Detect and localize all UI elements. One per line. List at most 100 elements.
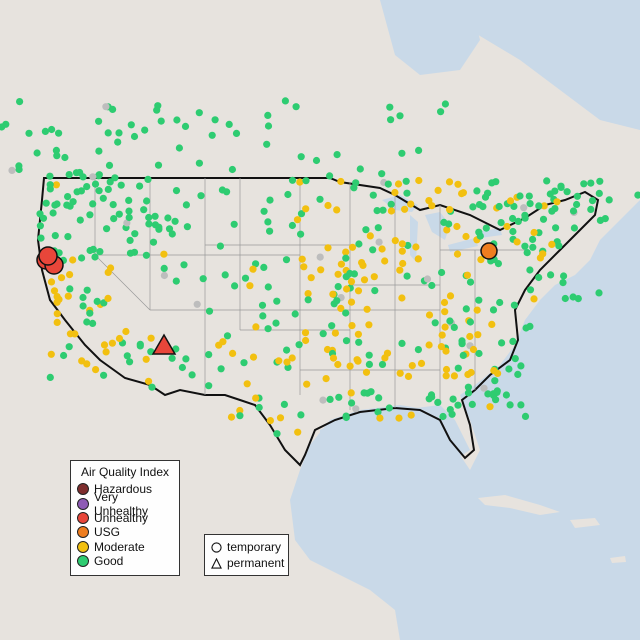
monitor-marker[interactable]	[322, 375, 330, 383]
monitor-marker[interactable]	[89, 200, 97, 208]
monitor-marker[interactable]	[342, 337, 351, 345]
monitor-marker[interactable]	[360, 276, 369, 284]
monitor-marker[interactable]	[521, 211, 529, 219]
monitor-marker[interactable]	[275, 357, 283, 365]
monitor-marker[interactable]	[181, 122, 190, 130]
monitor-marker[interactable]	[172, 187, 181, 195]
monitor-marker[interactable]	[0, 123, 6, 131]
monitor-marker[interactable]	[73, 188, 81, 196]
monitor-marker[interactable]	[425, 341, 433, 349]
monitor-marker[interactable]	[384, 180, 392, 188]
monitor-marker[interactable]	[108, 339, 116, 347]
monitor-marker[interactable]	[385, 404, 393, 412]
monitor-marker[interactable]	[481, 193, 490, 201]
monitor-marker[interactable]	[223, 332, 232, 340]
monitor-marker[interactable]	[425, 197, 433, 205]
monitor-marker[interactable]	[464, 383, 472, 391]
monitor-marker[interactable]	[219, 338, 227, 346]
monitor-marker[interactable]	[595, 289, 603, 297]
monitor-marker[interactable]	[208, 131, 216, 139]
monitor-marker[interactable]	[76, 168, 84, 177]
monitor-marker[interactable]	[64, 193, 72, 201]
monitor-marker[interactable]	[300, 263, 308, 271]
monitor-marker[interactable]	[50, 287, 59, 295]
monitor-marker[interactable]	[92, 366, 100, 374]
monitor-marker[interactable]	[115, 129, 123, 137]
monitor-marker[interactable]	[347, 298, 356, 306]
monitor-marker[interactable]	[273, 297, 281, 305]
monitor-marker[interactable]	[454, 364, 462, 372]
monitor-marker[interactable]	[509, 337, 517, 345]
monitor-marker[interactable]	[168, 230, 176, 238]
monitor-marker[interactable]	[354, 330, 362, 338]
monitor-marker[interactable]	[60, 351, 68, 360]
monitor-marker[interactable]	[517, 401, 525, 409]
monitor-marker[interactable]	[370, 273, 378, 281]
monitor-marker[interactable]	[193, 300, 201, 308]
monitor-marker[interactable]	[164, 214, 172, 222]
monitor-marker[interactable]	[337, 260, 345, 268]
unhealthy-permanent-monitor[interactable]	[151, 333, 177, 355]
monitor-marker[interactable]	[437, 108, 445, 116]
monitor-marker[interactable]	[324, 244, 332, 252]
monitor-marker[interactable]	[298, 255, 306, 263]
monitor-marker[interactable]	[296, 178, 304, 186]
monitor-marker[interactable]	[526, 266, 534, 274]
monitor-marker[interactable]	[78, 357, 86, 365]
monitor-marker[interactable]	[509, 227, 517, 236]
monitor-marker[interactable]	[508, 214, 517, 223]
monitor-marker[interactable]	[312, 156, 321, 165]
monitor-marker[interactable]	[587, 179, 595, 187]
monitor-marker[interactable]	[188, 371, 196, 379]
monitor-marker[interactable]	[173, 116, 181, 124]
monitor-marker[interactable]	[107, 264, 115, 272]
monitor-marker[interactable]	[453, 250, 462, 258]
monitor-marker[interactable]	[122, 327, 130, 336]
monitor-marker[interactable]	[473, 187, 481, 195]
monitor-marker[interactable]	[123, 219, 131, 227]
monitor-marker[interactable]	[529, 235, 537, 243]
monitor-marker[interactable]	[428, 281, 436, 290]
monitor-marker[interactable]	[442, 347, 450, 355]
monitor-marker[interactable]	[355, 240, 363, 248]
monitor-marker[interactable]	[484, 390, 492, 398]
monitor-marker[interactable]	[260, 207, 268, 215]
monitor-marker[interactable]	[473, 306, 481, 314]
monitor-marker[interactable]	[453, 222, 461, 231]
monitor-marker[interactable]	[354, 357, 362, 365]
monitor-marker[interactable]	[414, 346, 422, 354]
monitor-marker[interactable]	[168, 354, 176, 362]
monitor-marker[interactable]	[352, 179, 360, 187]
monitor-marker[interactable]	[243, 380, 251, 388]
monitor-marker[interactable]	[211, 116, 219, 124]
monitor-marker[interactable]	[197, 192, 205, 200]
monitor-marker[interactable]	[570, 224, 579, 232]
monitor-marker[interactable]	[260, 263, 268, 271]
monitor-marker[interactable]	[505, 365, 513, 373]
monitor-marker[interactable]	[441, 100, 449, 108]
monitor-marker[interactable]	[520, 204, 528, 212]
monitor-marker[interactable]	[386, 103, 394, 111]
monitor-marker[interactable]	[142, 355, 150, 363]
monitor-marker[interactable]	[205, 307, 214, 315]
monitor-marker[interactable]	[16, 98, 24, 106]
monitor-marker[interactable]	[297, 230, 305, 238]
monitor-marker[interactable]	[540, 202, 548, 210]
monitor-marker[interactable]	[304, 296, 312, 304]
monitor-marker[interactable]	[489, 306, 498, 314]
monitor-marker[interactable]	[438, 331, 446, 339]
monitor-marker[interactable]	[63, 201, 71, 209]
usg-monitor[interactable]	[480, 242, 498, 260]
monitor-marker[interactable]	[441, 323, 449, 331]
monitor-marker[interactable]	[53, 310, 61, 318]
monitor-marker[interactable]	[342, 254, 350, 262]
monitor-marker[interactable]	[292, 103, 300, 111]
monitor-marker[interactable]	[302, 177, 310, 185]
monitor-marker[interactable]	[559, 279, 567, 287]
monitor-marker[interactable]	[49, 209, 57, 217]
monitor-marker[interactable]	[401, 205, 409, 213]
monitor-marker[interactable]	[371, 287, 379, 295]
monitor-marker[interactable]	[91, 253, 99, 261]
monitor-marker[interactable]	[229, 349, 237, 357]
monitor-marker[interactable]	[295, 341, 303, 349]
